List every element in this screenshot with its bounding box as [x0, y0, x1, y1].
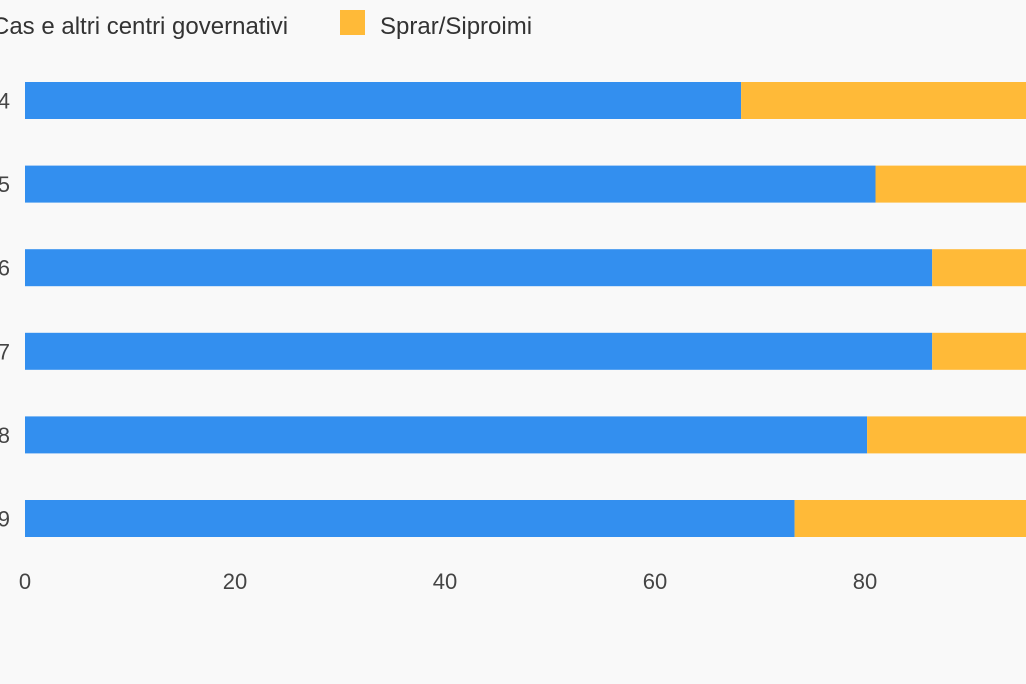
legend: Cas e altri centri governativi Sprar/Sip…	[0, 10, 532, 40]
x-tick-label: 20	[223, 569, 247, 594]
bar-cas-9	[25, 500, 795, 537]
x-tick-label: 80	[853, 569, 877, 594]
bar-cas-4	[25, 82, 742, 119]
y-axis-tick-labels: 4 5 6 7 8 9	[0, 89, 10, 532]
bar-sprar-5	[875, 165, 1026, 203]
bar-sprar-4	[741, 82, 1026, 119]
legend-label-cas: Cas e altri centri governativi	[0, 13, 288, 40]
y-tick-label: 8	[0, 423, 10, 448]
y-tick-label: 4	[0, 89, 10, 114]
bar-sprar-6	[932, 249, 1026, 287]
x-tick-label: 60	[643, 569, 667, 594]
bars	[25, 82, 1026, 537]
y-tick-label: 5	[0, 172, 10, 197]
legend-label-sprar: Sprar/Siproimi	[380, 13, 532, 40]
bar-sprar-8	[867, 416, 1026, 454]
x-axis-tick-labels: 0 20 40 60 80	[19, 569, 877, 594]
y-tick-label: 9	[0, 507, 10, 532]
bar-cas-6	[25, 249, 933, 287]
legend-swatch-sprar	[340, 10, 365, 35]
bar-sprar-7	[932, 332, 1026, 370]
x-tick-label: 0	[19, 569, 31, 594]
bar-cas-5	[25, 165, 876, 203]
y-tick-label: 7	[0, 339, 10, 364]
x-tick-label: 40	[433, 569, 457, 594]
bar-sprar-9	[794, 500, 1026, 537]
bar-cas-8	[25, 416, 868, 454]
y-tick-label: 6	[0, 256, 10, 281]
bar-cas-7	[25, 332, 933, 370]
